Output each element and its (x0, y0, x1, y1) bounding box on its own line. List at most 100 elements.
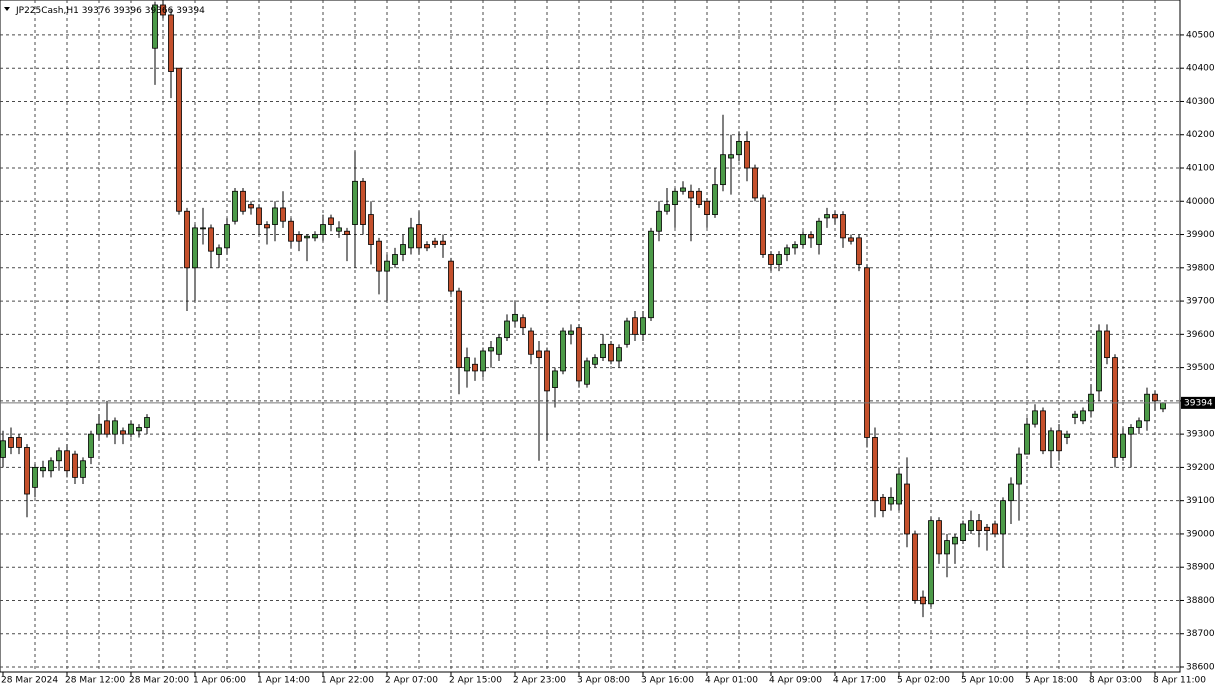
x-tick-label: 8 Apr 03:00 (1089, 676, 1142, 686)
candle-body (224, 224, 230, 249)
y-tick-label: 40000 (1186, 197, 1215, 207)
candle-body (88, 433, 94, 458)
candle-body (464, 357, 470, 372)
y-tick-label: 39600 (1186, 330, 1215, 340)
candle-body (1032, 410, 1038, 425)
candle-body (392, 254, 398, 265)
candle-body (408, 227, 414, 249)
candle-body (808, 234, 814, 239)
candle-body (728, 154, 734, 159)
menu-arrow[interactable] (4, 7, 10, 11)
y-tick-label: 39800 (1186, 263, 1215, 273)
candle-body (936, 520, 942, 555)
candle-body (792, 244, 798, 249)
y-tick-label: 39500 (1186, 363, 1215, 373)
candle-body (256, 207, 262, 225)
candle-body (232, 190, 238, 222)
candle-body (528, 330, 534, 355)
candle-body (576, 327, 582, 382)
candle-body (848, 237, 854, 242)
candle-body (496, 337, 502, 355)
x-tick-label: 5 Apr 18:00 (1025, 676, 1078, 686)
candle-body (688, 190, 694, 199)
axes: 38600 38700 38800 38900 39000 39100 39200 39300… (1, 30, 1215, 686)
price-label: 39394 (1184, 398, 1213, 408)
x-tick-label: 5 Apr 02:00 (897, 676, 950, 686)
candle-body (600, 343, 606, 359)
x-tick-label: 2 Apr 23:00 (513, 676, 566, 686)
candle-body (760, 197, 766, 255)
candle-body (1056, 430, 1062, 452)
candle-body (1024, 423, 1030, 455)
plot-frame (0, 0, 1181, 673)
candle-body (472, 363, 478, 372)
candle-body (872, 437, 878, 502)
candle-body (440, 240, 446, 245)
candle-body (424, 244, 430, 249)
candle-body (416, 224, 422, 249)
candle-body (896, 473, 902, 505)
candle-body (304, 235, 310, 239)
candle-body (1144, 393, 1150, 422)
x-tick-label: 3 Apr 16:00 (641, 676, 694, 686)
candle-body (1072, 413, 1078, 418)
candle-body (696, 190, 702, 205)
candle-body (96, 423, 102, 435)
candle-body (64, 450, 70, 472)
candle-body (400, 244, 406, 255)
candle-body (720, 154, 726, 186)
candle-body (672, 190, 678, 205)
candle-body (880, 496, 886, 512)
candle-body (272, 207, 278, 225)
candle-body (952, 536, 958, 545)
x-tick-label: 8 Apr 11:00 (1153, 676, 1206, 686)
candle-body (320, 224, 326, 235)
candle-body (640, 317, 646, 335)
candle-body (608, 343, 614, 362)
candle-body (504, 320, 510, 339)
candles (0, 0, 1180, 618)
candle-body (288, 220, 294, 242)
candle-body (1104, 330, 1110, 359)
candle-body (536, 350, 542, 359)
candle-body (216, 247, 222, 255)
candle-body (680, 187, 686, 192)
candle-body (648, 230, 654, 319)
x-tick-label: 28 Mar 20:00 (129, 676, 189, 686)
last-high: 39396 (113, 6, 142, 16)
candle-body (184, 210, 190, 269)
x-tick-label: 4 Apr 01:00 (705, 676, 758, 686)
candle-body (248, 204, 254, 209)
y-tick-label: 38600 (1186, 663, 1215, 673)
candle-body (544, 350, 550, 392)
candle-body (160, 4, 166, 16)
y-tick-label: 39000 (1186, 529, 1215, 539)
y-tick-label: 40500 (1186, 30, 1215, 40)
y-tick-label: 39900 (1186, 230, 1215, 240)
y-tick-label: 38800 (1186, 596, 1215, 606)
candle-body (48, 460, 54, 472)
x-tick-label: 2 Apr 15:00 (449, 676, 502, 686)
candle-body (512, 313, 518, 322)
candle-body (816, 220, 822, 245)
candle-body (888, 496, 894, 505)
candle-body (832, 214, 838, 219)
y-tick-label: 39700 (1186, 297, 1215, 307)
x-tick-label: 1 Apr 06:00 (193, 676, 246, 686)
candle-body (864, 267, 870, 438)
last-close: 39394 (176, 6, 205, 16)
candle-body (856, 237, 862, 265)
candle-body (560, 330, 566, 372)
candle-body (1096, 330, 1102, 392)
candle-body (296, 234, 302, 242)
x-tick-label: 4 Apr 17:00 (833, 676, 886, 686)
candle-body (200, 227, 206, 230)
candle-body (1008, 483, 1014, 502)
candle-body (1160, 402, 1166, 410)
candle-body (552, 370, 558, 388)
candle-body (616, 347, 622, 362)
candle-body (768, 254, 774, 265)
candle-body (568, 330, 574, 335)
candle-body (40, 467, 46, 472)
candle-body (1064, 433, 1070, 438)
